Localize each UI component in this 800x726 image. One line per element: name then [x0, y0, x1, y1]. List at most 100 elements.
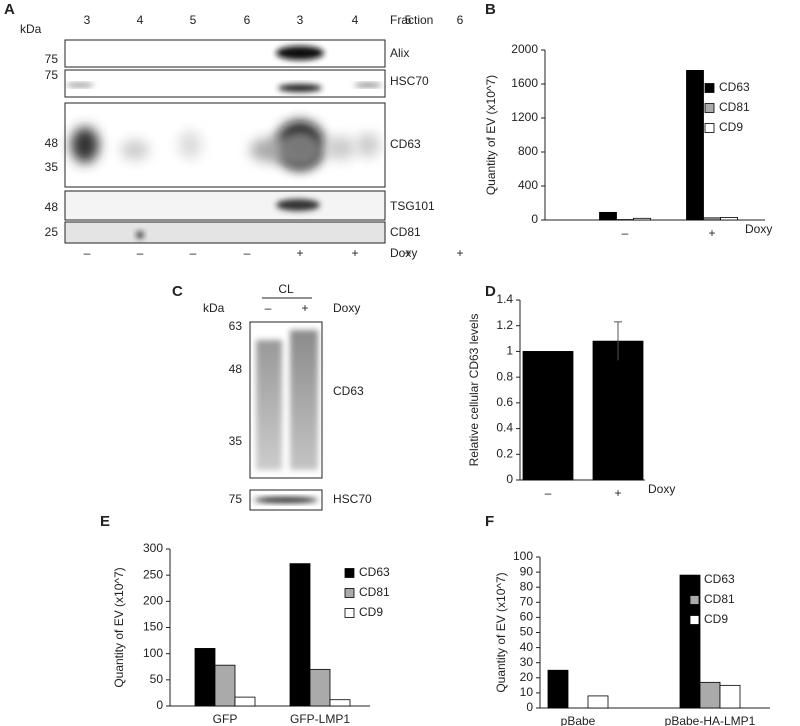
legend-swatch — [704, 103, 715, 113]
panel-label: E — [100, 513, 110, 530]
legend-swatch — [344, 608, 355, 618]
marker-label: 35 — [229, 434, 243, 448]
band — [284, 134, 316, 162]
x-tick-label: – — [545, 486, 552, 500]
marker-label: 48 — [45, 200, 59, 214]
panel-label: D — [485, 283, 496, 300]
band — [356, 133, 380, 157]
band — [136, 231, 144, 239]
y-tick-label: 10 — [520, 685, 534, 699]
legend-swatch — [689, 595, 700, 605]
treatment-label: – — [137, 246, 144, 260]
bar — [234, 696, 256, 707]
y-tick-label: 0.4 — [496, 421, 513, 435]
legend-label: CD63 — [359, 565, 390, 579]
legend-label: CD63 — [719, 80, 750, 94]
y-tick-label: 0.2 — [496, 446, 513, 460]
treatment-label: – — [84, 246, 91, 260]
y-tick-label: 100 — [143, 646, 163, 660]
y-tick-label: 1600 — [511, 76, 538, 90]
y-tick-label: 0 — [506, 472, 513, 486]
bar — [592, 340, 644, 481]
marker-label: 75 — [45, 68, 59, 82]
marker-label: 48 — [45, 136, 59, 150]
y-tick-label: 70 — [520, 594, 534, 608]
lane-label: 4 — [137, 13, 144, 27]
legend-swatch — [704, 83, 715, 93]
y-tick-label: 0 — [531, 212, 538, 226]
y-tick-label: 150 — [143, 620, 163, 634]
bar — [522, 351, 574, 481]
treatment-label: – — [265, 301, 272, 315]
treatment-label: + — [404, 246, 411, 260]
y-tick-label: 800 — [518, 144, 538, 158]
lane-label: 6 — [244, 13, 251, 27]
band — [324, 136, 356, 160]
y-tick-label: 0.8 — [496, 369, 513, 383]
lane-label: 6 — [457, 13, 464, 27]
bar — [719, 684, 741, 709]
kda-label: kDa — [203, 301, 225, 315]
blot-row — [64, 190, 386, 221]
legend-swatch — [689, 575, 700, 585]
kda-label: kDa — [20, 22, 42, 36]
y-tick-label: 60 — [520, 610, 534, 624]
lane-label: 5 — [405, 13, 412, 27]
blot-a: A kDa Fraction 3 4 5 6 3 4 5 6 75 75 48 … — [4, 1, 464, 260]
annotation: Doxy — [745, 222, 772, 236]
x-tick-label: – — [622, 226, 629, 240]
blot-row — [64, 69, 386, 98]
marker-label: 75 — [229, 492, 243, 506]
legend-swatch — [344, 588, 355, 598]
lane-label: 3 — [84, 13, 91, 27]
protein-label: HSC70 — [390, 74, 429, 88]
x-tick-label: GFP — [213, 712, 238, 726]
marker-label: 63 — [229, 319, 243, 333]
band — [66, 83, 94, 87]
band — [256, 340, 282, 470]
y-tick-label: 0 — [526, 700, 533, 714]
band — [278, 84, 322, 92]
protein-label: CD81 — [390, 225, 421, 239]
marker-label: 25 — [45, 225, 59, 239]
treatment-label: – — [244, 246, 251, 260]
y-tick-label: 300 — [143, 541, 163, 555]
lane-label: 3 — [297, 13, 304, 27]
panel-label: C — [172, 283, 183, 300]
treatment-label: + — [296, 246, 303, 260]
bar — [720, 217, 738, 221]
band — [276, 46, 324, 60]
protein-label: HSC70 — [333, 492, 372, 506]
y-tick-label: 400 — [518, 178, 538, 192]
treatment-name: Doxy — [390, 246, 417, 260]
bar — [703, 217, 721, 221]
band — [178, 131, 202, 159]
legend-label: CD63 — [704, 572, 735, 586]
band — [254, 497, 318, 503]
legend-label: CD9 — [719, 120, 743, 134]
group-label: CL — [278, 282, 294, 296]
legend-label: CD81 — [704, 592, 735, 606]
bar — [599, 211, 617, 221]
y-tick-label: 2000 — [511, 42, 538, 56]
y-axis-label: Quantity of EV (x10^7) — [112, 567, 126, 687]
protein-label: Alix — [390, 46, 409, 60]
treatment-label: + — [301, 301, 308, 315]
y-tick-label: 1.4 — [496, 292, 513, 306]
bar — [686, 70, 704, 221]
y-tick-label: 30 — [520, 655, 534, 669]
lane-label: 5 — [190, 13, 197, 27]
legend-label: CD9 — [704, 612, 728, 626]
bar — [289, 563, 311, 707]
bar — [547, 669, 569, 709]
y-tick-label: 250 — [143, 567, 163, 581]
bar — [679, 574, 701, 709]
treatment-label: + — [351, 246, 358, 260]
marker-label: 48 — [229, 362, 243, 376]
band — [276, 199, 320, 211]
marker-label: 75 — [45, 52, 59, 66]
band — [71, 127, 99, 163]
blot-row — [64, 221, 386, 244]
treatment-label: + — [456, 246, 463, 260]
y-tick-label: 50 — [520, 625, 534, 639]
